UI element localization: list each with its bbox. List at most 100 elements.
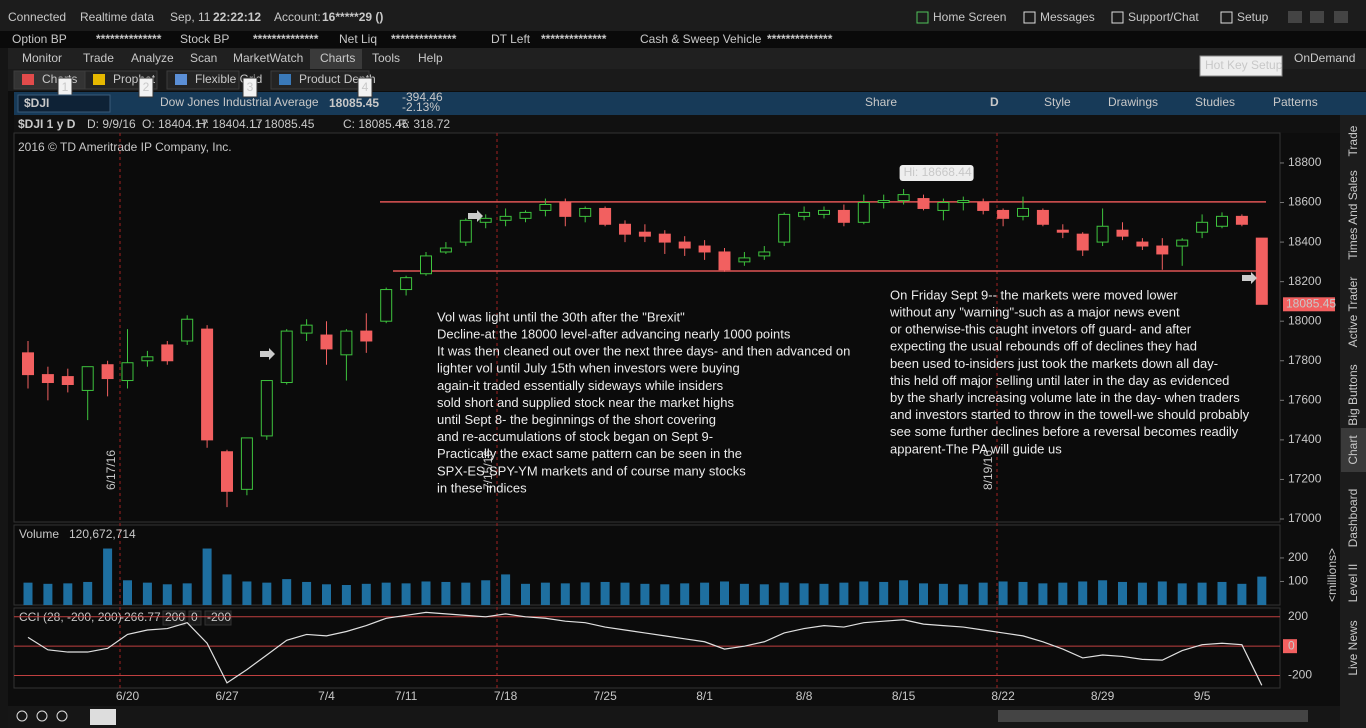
- candle-body: [638, 231, 651, 237]
- arrow: [468, 210, 483, 222]
- change: -394.46: [402, 90, 443, 104]
- annotation-line: see some further declines before a rever…: [890, 424, 1239, 439]
- volume-bar: [222, 574, 232, 605]
- hotkey-box: [242, 77, 258, 98]
- volume-bar: [83, 581, 93, 605]
- volume-bar: [640, 583, 650, 605]
- account-bar: [0, 31, 1366, 48]
- candle-body: [758, 251, 771, 257]
- annotation-line: without any "warning"-such as a major ne…: [889, 305, 1180, 320]
- tooltip: Hot Key Setup: [1205, 58, 1283, 72]
- toolbar-button[interactable]: Drawings: [1108, 95, 1158, 109]
- sub-tab-icon: [175, 74, 187, 85]
- link-icon[interactable]: [1023, 11, 1036, 24]
- menu-item[interactable]: Trade: [83, 51, 114, 65]
- volume-bar: [779, 582, 789, 605]
- side-tab-active: [1341, 428, 1366, 472]
- volume-bar: [142, 582, 152, 605]
- toolbar-button[interactable]: Patterns: [1273, 95, 1318, 109]
- side-tab[interactable]: Chart: [1346, 435, 1360, 465]
- candle-body: [1196, 221, 1209, 233]
- menu-item[interactable]: Monitor: [22, 51, 62, 65]
- toolbar-button[interactable]: D: [990, 95, 999, 109]
- volume-bar: [879, 581, 889, 605]
- chart-header-item: $DJI 1 y D: [18, 117, 76, 131]
- toolbar-button[interactable]: Style: [1044, 95, 1071, 109]
- annotation-line: again-it traded essentially sideways whi…: [437, 378, 724, 393]
- volume-bar: [103, 548, 113, 605]
- account-field-label: Option BP: [12, 32, 67, 46]
- y-tick-label: 17000: [1288, 511, 1322, 525]
- change-pct: -2.13%: [402, 100, 440, 114]
- y-tick-label: 17400: [1288, 432, 1322, 446]
- tooltip-box: [1199, 55, 1283, 77]
- candle-body: [1056, 229, 1069, 233]
- side-panel: [1340, 115, 1366, 728]
- side-tab[interactable]: Live News: [1346, 620, 1360, 675]
- candle-body: [499, 215, 512, 221]
- toolbar-button[interactable]: Studies: [1195, 95, 1235, 109]
- menu-item[interactable]: Analyze: [131, 51, 174, 65]
- volume-bar: [1157, 581, 1167, 605]
- annotation-line: Practically the exact same pattern can b…: [437, 446, 742, 461]
- zoom-icon[interactable]: [56, 710, 68, 722]
- cci-line: [27, 611, 1263, 686]
- annotation-line: and re-accumulations of stock began on S…: [437, 429, 713, 444]
- hotkey: 3: [247, 80, 254, 94]
- y-tick-label: 18200: [1288, 274, 1322, 288]
- candle-body: [937, 202, 950, 211]
- x-tick-label: 9/5: [1194, 689, 1211, 703]
- y-tick-label: -200: [1288, 668, 1312, 682]
- candle-body: [61, 376, 74, 385]
- menu-item[interactable]: Scan: [190, 51, 217, 65]
- sub-tab-label[interactable]: Product Depth: [299, 72, 376, 86]
- side-tab[interactable]: Level II: [1346, 564, 1360, 603]
- candle-body: [1017, 207, 1029, 217]
- top-link[interactable]: Setup: [1237, 10, 1269, 24]
- candle-body: [22, 352, 34, 376]
- side-tab[interactable]: Active Trader: [1346, 277, 1360, 348]
- volume-bar: [919, 583, 928, 605]
- window-button[interactable]: [1334, 11, 1348, 23]
- menu-item[interactable]: MarketWatch: [233, 51, 303, 65]
- account-field-value: **************: [253, 32, 319, 46]
- scrollbar[interactable]: [998, 710, 1308, 722]
- candle-body: [121, 362, 134, 382]
- window-button[interactable]: [1288, 11, 1302, 23]
- volume-unit: <millions>: [1325, 548, 1339, 602]
- side-tab[interactable]: Dashboard: [1346, 489, 1360, 548]
- top-link[interactable]: Home Screen: [933, 10, 1006, 24]
- on-demand[interactable]: OnDemand: [1294, 51, 1355, 65]
- account-field-label: Net Liq: [339, 32, 377, 46]
- candle-body: [181, 318, 194, 342]
- link-icon[interactable]: [916, 11, 929, 24]
- zoom-icon[interactable]: [16, 710, 28, 722]
- collapse-button[interactable]: [90, 709, 116, 725]
- volume-bar: [1098, 580, 1108, 605]
- volume-bar: [859, 581, 869, 605]
- symbol-box[interactable]: [17, 94, 111, 113]
- volume-bar: [262, 582, 272, 605]
- volume-bar: [1137, 582, 1147, 605]
- top-link[interactable]: Support/Chat: [1128, 10, 1199, 24]
- zoom-icon[interactable]: [36, 710, 48, 722]
- volume-bar: [1197, 582, 1207, 605]
- menu-item[interactable]: Charts: [320, 51, 355, 65]
- side-tab[interactable]: Trade: [1346, 125, 1360, 156]
- side-tab[interactable]: Big Buttons: [1346, 364, 1360, 425]
- top-link[interactable]: Messages: [1040, 10, 1095, 24]
- menu-item[interactable]: Tools: [372, 51, 400, 65]
- candle-body: [539, 203, 552, 211]
- annotation-line: Decline-at the 18000 level-after advanci…: [437, 327, 791, 342]
- link-icon[interactable]: [1111, 11, 1124, 24]
- menu-item[interactable]: Help: [418, 51, 443, 65]
- volume-bar: [361, 583, 371, 605]
- side-tab[interactable]: Times And Sales: [1346, 170, 1360, 260]
- toolbar-button[interactable]: Share: [865, 95, 897, 109]
- sub-tab-icon: [22, 74, 34, 85]
- account-label: Account:: [274, 10, 321, 24]
- window-button[interactable]: [1310, 11, 1324, 23]
- cci-param-box: [188, 610, 202, 626]
- link-icon[interactable]: [1220, 11, 1233, 24]
- candle-body: [579, 207, 592, 217]
